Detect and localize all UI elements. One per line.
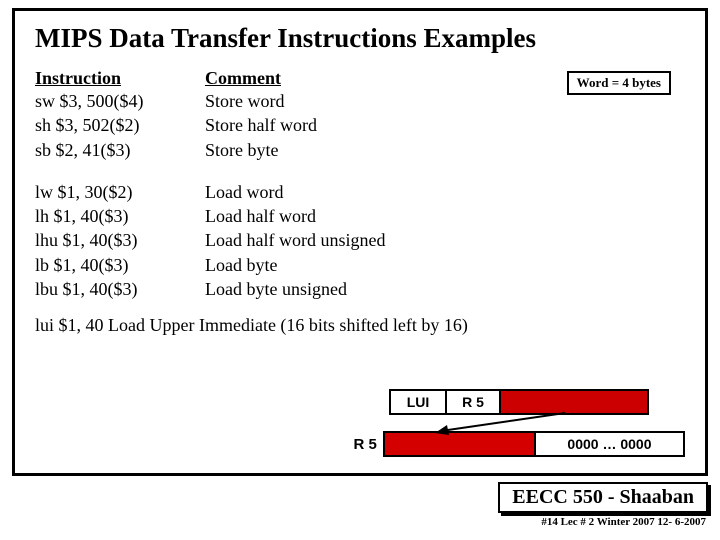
footer-text: #14 Lec # 2 Winter 2007 12- 6-2007 (541, 516, 706, 528)
course-badge: EECC 550 - Shaaban (498, 482, 708, 513)
comment-cell: Load half word unsigned (205, 228, 435, 252)
page-title: MIPS Data Transfer Instructions Examples (35, 23, 685, 54)
instr-cell: sw $3, 500($4) (35, 89, 205, 113)
comment-cell: Load byte unsigned (205, 277, 435, 301)
comment-cell: Store word (205, 89, 435, 113)
instr-cell: sb $2, 41($3) (35, 138, 205, 162)
comment-cell: Load half word (205, 204, 435, 228)
lui-description: lui $1, 40 Load Upper Immediate (16 bits… (35, 315, 685, 336)
r5-label: R 5 (345, 436, 383, 453)
col-header-comment: Comment (205, 68, 435, 89)
table-row: lbu $1, 40($3) Load byte unsigned (35, 277, 685, 301)
instr-cell: lb $1, 40($3) (35, 253, 205, 277)
table-row: lhu $1, 40($3) Load half word unsigned (35, 228, 685, 252)
lui-diagram: LUI R 5 R 5 0000 … 0000 (345, 389, 685, 457)
col-header-instruction: Instruction (35, 68, 205, 89)
arrow-icon (435, 411, 615, 441)
comment-cell: Store byte (205, 138, 435, 162)
slide-frame: MIPS Data Transfer Instructions Examples… (12, 8, 708, 476)
instr-cell: lhu $1, 40($3) (35, 228, 205, 252)
table-row: lb $1, 40($3) Load byte (35, 253, 685, 277)
instr-cell: lh $1, 40($3) (35, 204, 205, 228)
comment-cell: Store half word (205, 113, 435, 137)
comment-cell: Load word (205, 180, 435, 204)
instr-cell: lbu $1, 40($3) (35, 277, 205, 301)
table-row: sb $2, 41($3) Store byte (35, 138, 685, 162)
instr-cell: sh $3, 502($2) (35, 113, 205, 137)
table-row: lw $1, 30($2) Load word (35, 180, 685, 204)
comment-cell: Load byte (205, 253, 435, 277)
table-row: sh $3, 502($2) Store half word (35, 113, 685, 137)
instr-cell: lw $1, 30($2) (35, 180, 205, 204)
word-note: Word = 4 bytes (567, 71, 671, 95)
table-row: lh $1, 40($3) Load half word (35, 204, 685, 228)
